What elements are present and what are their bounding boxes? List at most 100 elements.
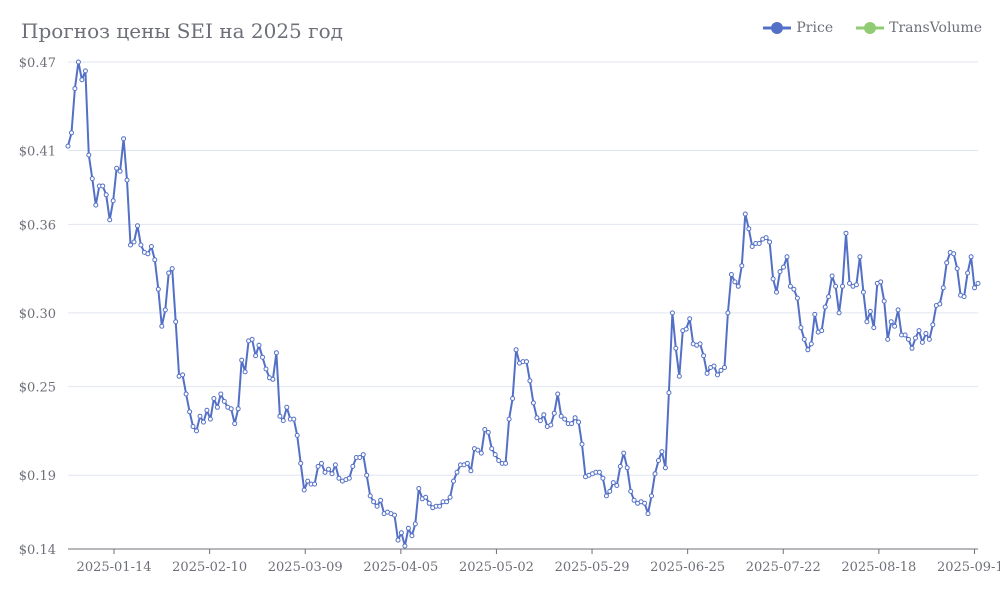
data-point — [378, 497, 384, 503]
data-point — [204, 407, 210, 413]
data-point — [485, 429, 491, 435]
data-point — [513, 347, 519, 353]
data-point — [801, 336, 807, 342]
data-point — [364, 472, 370, 478]
data-point — [940, 285, 946, 291]
data-point — [166, 270, 172, 276]
data-point — [326, 466, 331, 472]
data-point — [159, 323, 165, 329]
data-point — [426, 500, 432, 506]
data-point — [596, 469, 602, 475]
y-tick-label: $0.19 — [19, 469, 56, 484]
data-point — [350, 463, 356, 469]
data-point — [558, 413, 564, 419]
data-point — [124, 177, 130, 183]
series-line-price — [67, 61, 979, 547]
data-point — [214, 404, 220, 410]
data-point — [447, 494, 453, 500]
data-point — [444, 499, 450, 505]
y-tick-label: $0.14 — [19, 543, 56, 558]
data-point — [607, 488, 613, 494]
data-point — [673, 345, 679, 351]
data-point — [662, 465, 668, 471]
data-point — [853, 282, 859, 288]
data-point — [742, 211, 748, 217]
data-point — [534, 415, 540, 421]
data-point — [767, 239, 773, 245]
data-point — [242, 369, 248, 375]
x-tick-label: 2025-01-14 — [77, 560, 152, 575]
data-point — [975, 280, 981, 286]
data-point — [926, 336, 932, 342]
data-point — [572, 415, 578, 421]
data-point — [187, 409, 193, 415]
data-point — [697, 341, 703, 347]
data-point — [398, 530, 404, 536]
data-point — [916, 328, 922, 334]
y-tick-label: $0.30 — [19, 307, 56, 322]
legend-label-price: Price — [796, 20, 834, 36]
data-point — [478, 450, 484, 456]
data-point — [207, 416, 213, 422]
data-point — [676, 373, 682, 379]
data-point — [360, 452, 366, 458]
data-point — [319, 460, 324, 466]
data-point — [704, 370, 710, 376]
data-point — [732, 279, 738, 285]
data-point — [603, 493, 609, 499]
data-point — [906, 336, 911, 342]
x-tick-label: 2025-07-22 — [746, 560, 821, 575]
data-point — [75, 59, 81, 65]
data-point — [256, 342, 262, 348]
data-point — [357, 455, 363, 460]
data-point — [968, 254, 974, 260]
data-point — [909, 345, 915, 351]
data-point — [260, 354, 265, 360]
data-point — [211, 396, 217, 401]
data-point — [131, 239, 137, 245]
data-point — [475, 447, 481, 453]
data-point — [371, 499, 377, 505]
data-point — [847, 280, 852, 286]
data-point — [836, 310, 842, 316]
data-point — [551, 410, 557, 416]
data-point — [148, 244, 154, 249]
data-point — [284, 404, 290, 410]
data-point — [808, 341, 814, 347]
data-point — [656, 458, 661, 463]
y-tick-label: $0.47 — [19, 56, 56, 71]
data-point — [128, 242, 133, 248]
data-point — [541, 412, 547, 418]
data-point — [666, 390, 672, 396]
data-point — [878, 279, 884, 285]
legend-item-transvolume[interactable]: TransVolume — [855, 20, 982, 36]
data-point — [423, 494, 429, 500]
data-point — [152, 257, 158, 263]
data-point — [739, 263, 745, 269]
data-point — [919, 339, 925, 345]
data-point — [402, 543, 408, 549]
data-point — [888, 319, 894, 325]
data-point — [892, 323, 898, 329]
data-point — [346, 475, 352, 481]
data-point — [135, 223, 140, 229]
data-point — [110, 198, 116, 204]
data-point — [253, 353, 259, 359]
data-point — [235, 406, 241, 412]
data-point — [218, 391, 224, 397]
data-point — [819, 328, 825, 334]
data-point — [412, 521, 418, 527]
data-point — [614, 483, 620, 488]
chart-title: Прогноз цены SEI на 2025 год — [21, 19, 343, 43]
data-point — [169, 266, 175, 272]
data-point — [180, 372, 186, 378]
data-point — [701, 353, 707, 359]
data-point — [902, 332, 908, 338]
data-point — [221, 398, 227, 404]
data-point — [840, 283, 845, 289]
data-point — [155, 286, 161, 292]
data-point — [65, 143, 71, 149]
y-tick-label: $0.25 — [19, 381, 56, 396]
legend-item-price[interactable]: Price — [762, 20, 833, 36]
data-point — [489, 446, 495, 452]
